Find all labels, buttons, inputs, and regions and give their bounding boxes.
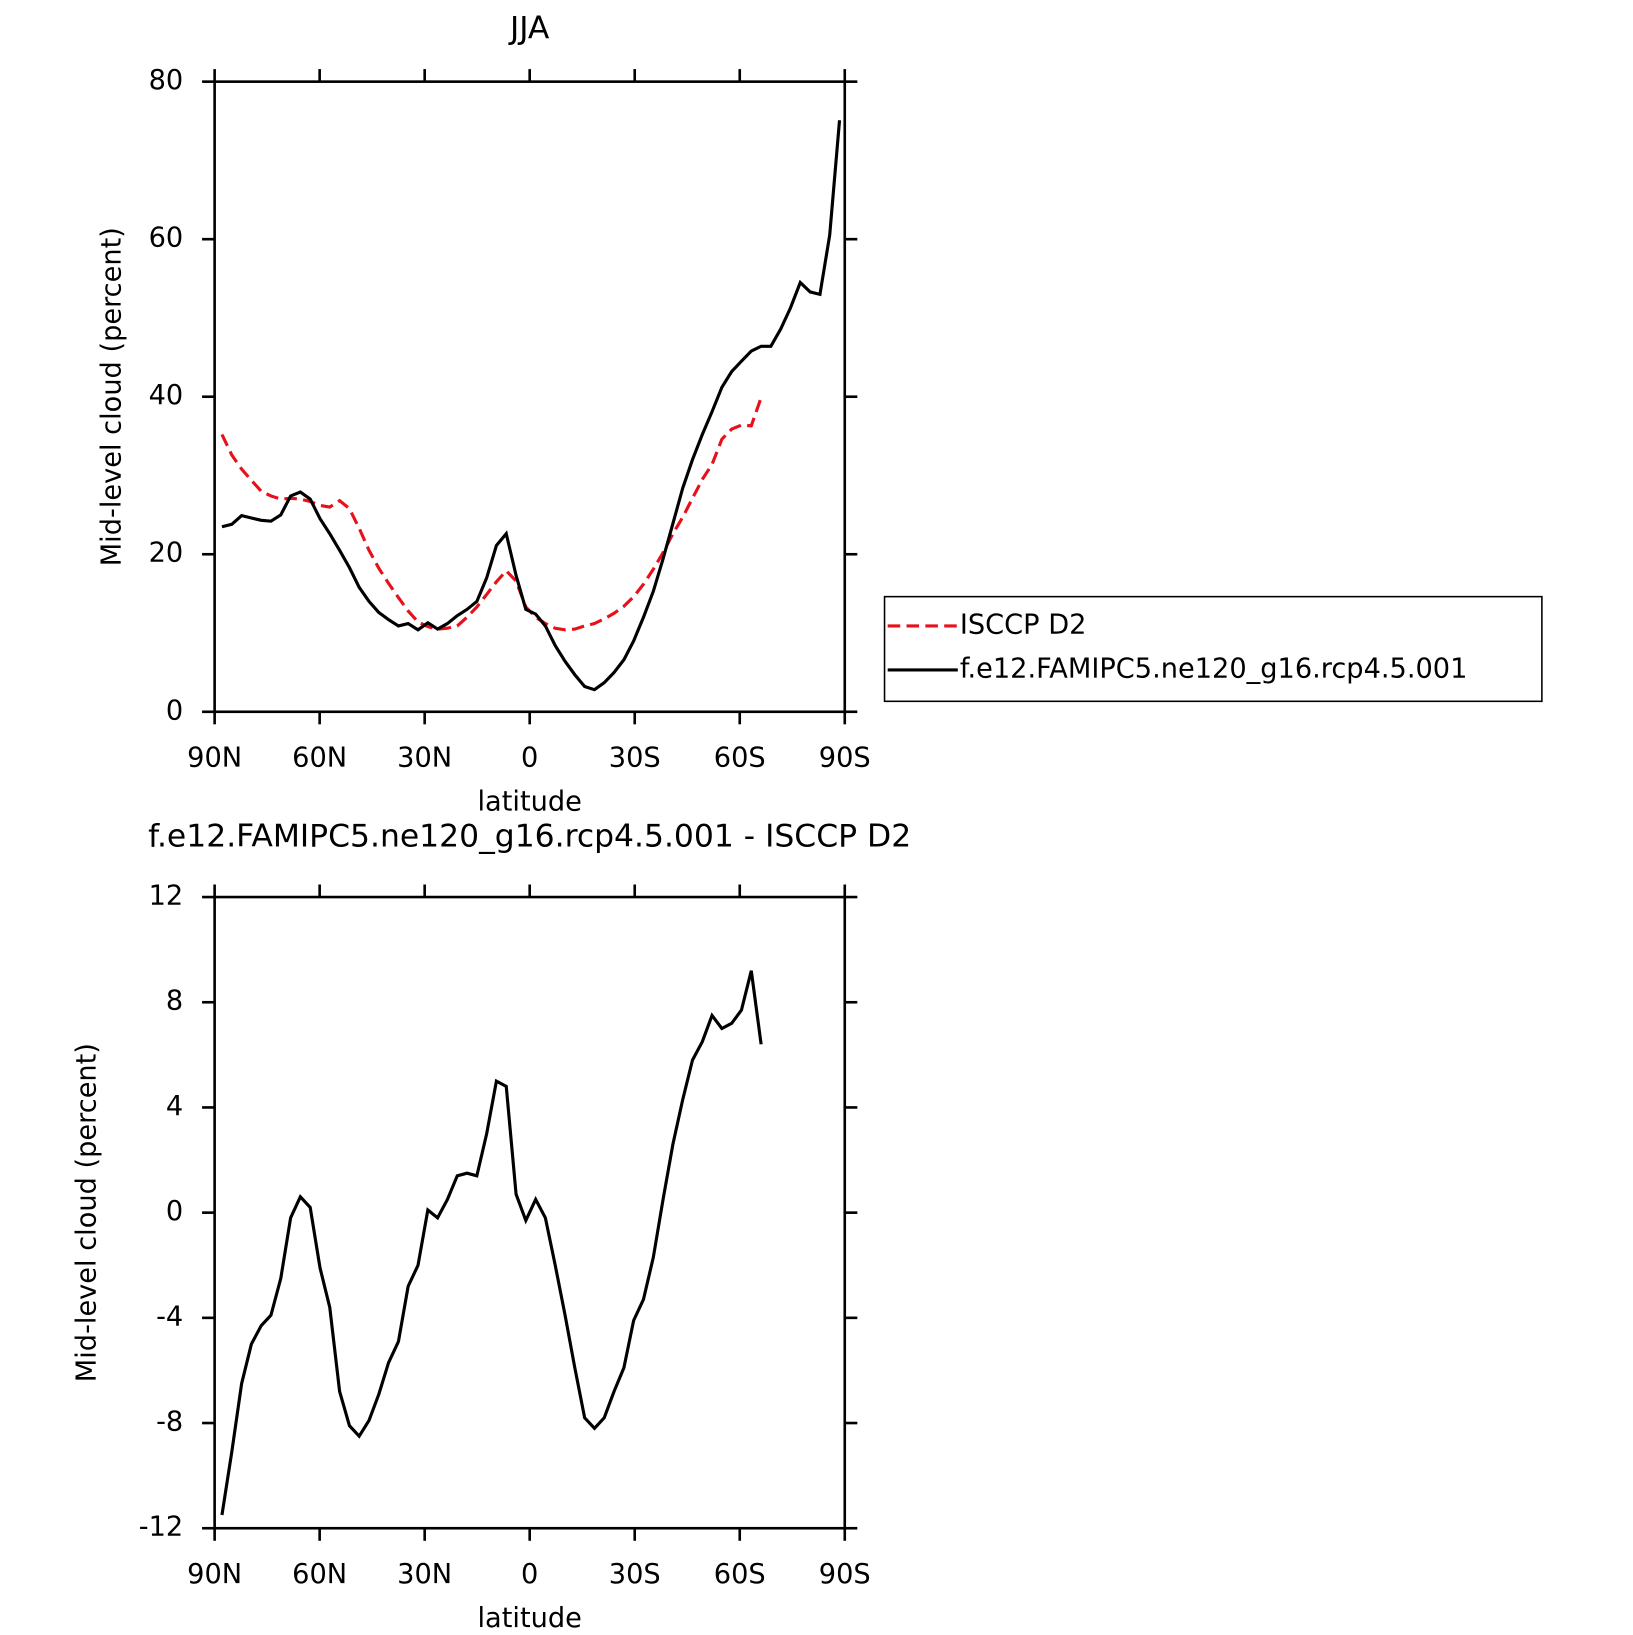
- x-tick-label: 60S: [714, 742, 766, 773]
- y-tick-label: -8: [156, 1407, 183, 1438]
- x-tick-label: 0: [521, 742, 538, 773]
- data-line: [221, 120, 842, 692]
- y-tick-label: 0: [166, 695, 183, 726]
- x-tick-label: 90N: [187, 1559, 242, 1590]
- y-tick-label: 12: [149, 881, 184, 912]
- y-tick-label: 60: [149, 223, 184, 254]
- data-line: [220, 970, 763, 1516]
- x-tick-label: 30N: [397, 742, 452, 773]
- x-tick-label: 60S: [714, 1559, 766, 1590]
- x-axis-label: latitude: [478, 786, 582, 817]
- plot-frame: [213, 80, 847, 714]
- x-tick-label: 30N: [397, 1559, 452, 1590]
- y-tick-label: 40: [149, 380, 184, 411]
- legend-label: ISCCP D2: [960, 609, 1087, 640]
- y-tick-label: 80: [149, 65, 184, 96]
- y-tick-label: -4: [156, 1301, 183, 1332]
- y-tick-label: 0: [166, 1196, 183, 1227]
- chart-title: JJA: [508, 10, 550, 46]
- x-axis-label: latitude: [478, 1603, 582, 1634]
- x-tick-label: 90N: [187, 742, 242, 773]
- legend-box: [883, 595, 1543, 703]
- y-axis-label: Mid-level cloud (percent): [71, 1043, 102, 1382]
- x-tick-label: 30S: [609, 742, 661, 773]
- x-tick-label: 60N: [292, 742, 347, 773]
- y-tick-label: 4: [166, 1091, 183, 1122]
- x-tick-label: 30S: [609, 1559, 661, 1590]
- x-tick-label: 0: [521, 1559, 538, 1590]
- legend-label: f.e12.FAMIPC5.ne120_g16.rcp4.5.001: [960, 653, 1468, 684]
- y-tick-label: 8: [166, 986, 183, 1017]
- y-tick-label: 20: [149, 538, 184, 569]
- x-tick-label: 60N: [292, 1559, 347, 1590]
- chart-title: f.e12.FAMIPC5.ne120_g16.rcp4.5.001 - ISC…: [148, 818, 911, 854]
- y-axis-label: Mid-level cloud (percent): [97, 227, 128, 566]
- data-line: [220, 397, 763, 632]
- y-tick-label: -12: [139, 1512, 183, 1543]
- x-tick-label: 90S: [819, 1559, 871, 1590]
- x-tick-label: 90S: [819, 742, 871, 773]
